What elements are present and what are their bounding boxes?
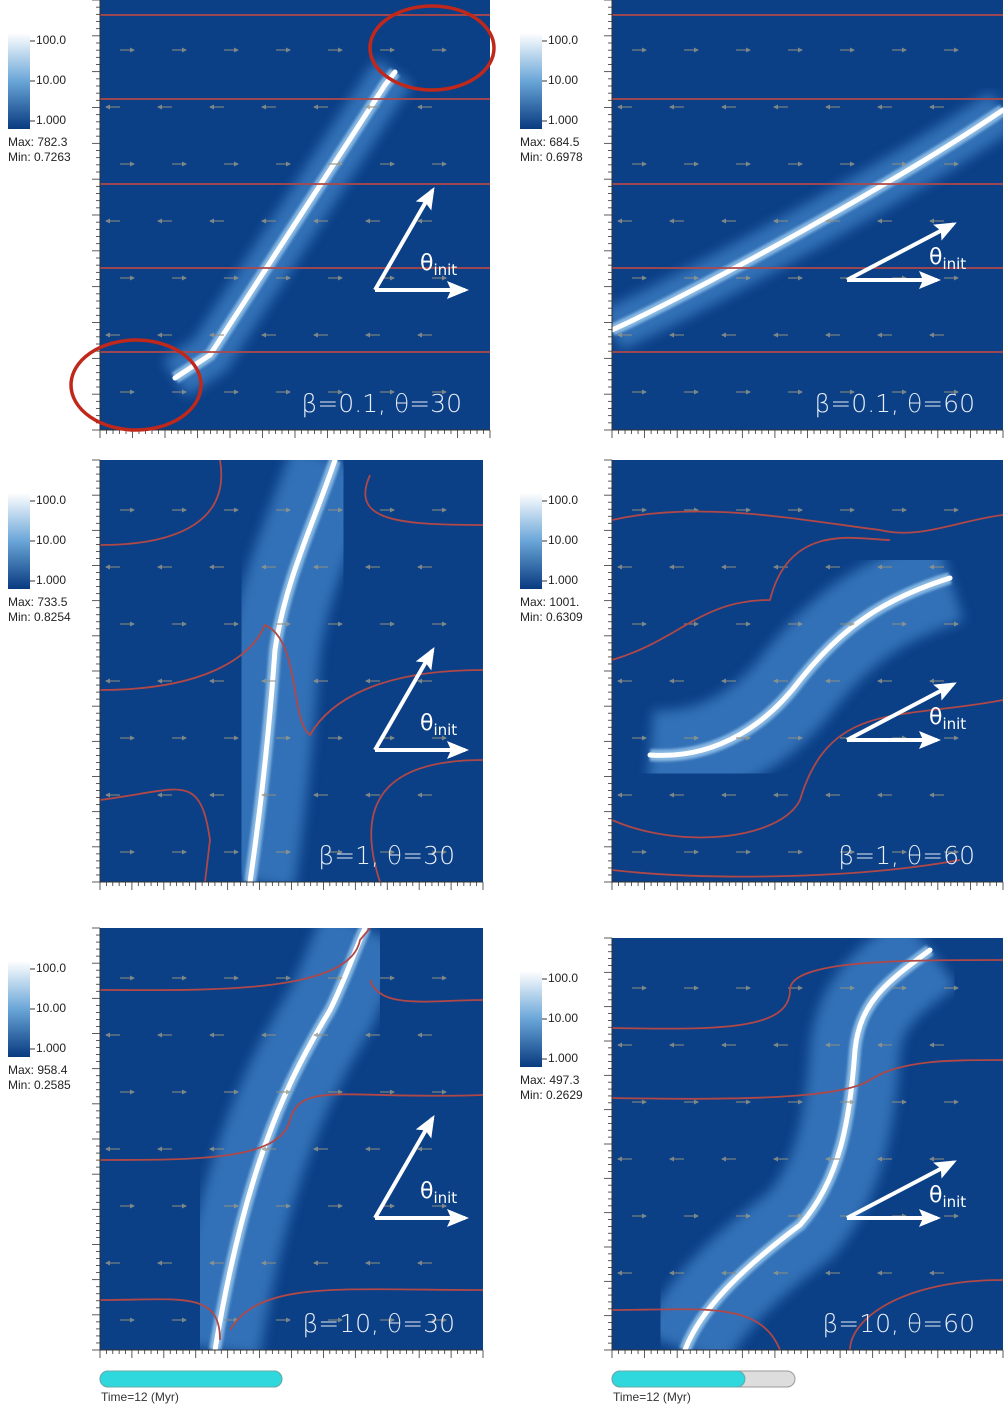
max-label: Max: 1001. [520, 595, 579, 609]
max-label: Max: 958.4 [8, 1063, 68, 1077]
theta-symbol: θ [420, 251, 433, 276]
panel: θinit β=0.1, θ=60 100.0 10.00 1.000 Max: 684.… [520, 0, 1003, 438]
time-bar-fill [612, 1371, 745, 1387]
theta-symbol: θ [420, 1179, 433, 1204]
theta-subscript: init [942, 1193, 966, 1211]
theta-subscript: init [433, 261, 457, 279]
min-label: Min: 0.2629 [520, 1088, 583, 1102]
panel-label: β=10, θ=30 [302, 1309, 455, 1338]
theta-symbol: θ [929, 1183, 942, 1208]
theta-subscript: init [433, 721, 457, 739]
colorbar-label: 100.0 [36, 961, 66, 975]
colorbar [8, 493, 30, 589]
colorbar-label: 10.00 [36, 1001, 66, 1015]
time-label: Time=12 (Myr) [101, 1390, 179, 1404]
max-label: Max: 497.3 [520, 1073, 580, 1087]
theta-symbol: θ [420, 711, 433, 736]
panel-label: β=0.1, θ=60 [814, 389, 975, 418]
theta-subscript: init [942, 255, 966, 273]
colorbar-label: 10.00 [548, 73, 578, 87]
colorbar [8, 33, 30, 129]
min-label: Min: 0.6978 [520, 150, 583, 164]
colorbar-label: 1.000 [36, 573, 66, 587]
time-bar-fill [100, 1371, 282, 1387]
theta-subscript: init [942, 715, 966, 733]
colorbar [520, 971, 542, 1067]
panel: θinit β=10, θ=30 100.0 10.00 1.000 Max: 958.4… [8, 928, 483, 1358]
theta-symbol: θ [929, 705, 942, 730]
colorbar-label: 1.000 [548, 1051, 578, 1065]
panel-label: β=10, θ=60 [822, 1309, 975, 1338]
panel: θinit β=1, θ=60 100.0 10.00 1.000 Max: 1001.M… [520, 460, 1003, 890]
panel: θinit β=0.1, θ=30 100.0 10.00 1.000 Max: 782.… [8, 0, 494, 438]
colorbar-label: 1.000 [548, 573, 578, 587]
colorbar-label: 100.0 [36, 33, 66, 47]
panel: θinit β=10, θ=60 100.0 10.00 1.000 Max: 497.3… [520, 938, 1003, 1358]
colorbar-label: 100.0 [548, 493, 578, 507]
panel-label: β=1, θ=60 [838, 841, 975, 870]
min-label: Min: 0.8254 [8, 610, 71, 624]
colorbar-label: 10.00 [548, 533, 578, 547]
colorbar-label: 1.000 [548, 113, 578, 127]
min-label: Min: 0.2585 [8, 1078, 71, 1092]
colorbar [520, 493, 542, 589]
colorbar-label: 100.0 [36, 493, 66, 507]
page: {"panels": [ {"colorbar": ["100.0", "10.… [0, 0, 1007, 1408]
panel: θinit β=1, θ=30 100.0 10.00 1.000 Max: 733.5M… [8, 460, 483, 890]
panel-label: β=0.1, θ=30 [301, 389, 462, 418]
theta-symbol: θ [929, 245, 942, 270]
max-label: Max: 782.3 [8, 135, 68, 149]
max-label: Max: 684.5 [520, 135, 580, 149]
colorbar-label: 1.000 [36, 1041, 66, 1055]
colorbar-label: 10.00 [548, 1011, 578, 1025]
colorbar-label: 1.000 [36, 113, 66, 127]
colorbar-label: 100.0 [548, 33, 578, 47]
figure: θinitβ=0.1, θ=30100.010.001.000Max: 782.… [0, 0, 1007, 1408]
min-label: Min: 0.7263 [8, 150, 71, 164]
panel-label: β=1, θ=30 [318, 841, 455, 870]
time-label: Time=12 (Myr) [613, 1390, 691, 1404]
theta-subscript: init [433, 1189, 457, 1207]
colorbar [8, 961, 30, 1057]
colorbar-label: 10.00 [36, 73, 66, 87]
colorbar [520, 33, 542, 129]
colorbar-label: 100.0 [548, 971, 578, 985]
min-label: Min: 0.6309 [520, 610, 583, 624]
max-label: Max: 733.5 [8, 595, 68, 609]
colorbar-label: 10.00 [36, 533, 66, 547]
